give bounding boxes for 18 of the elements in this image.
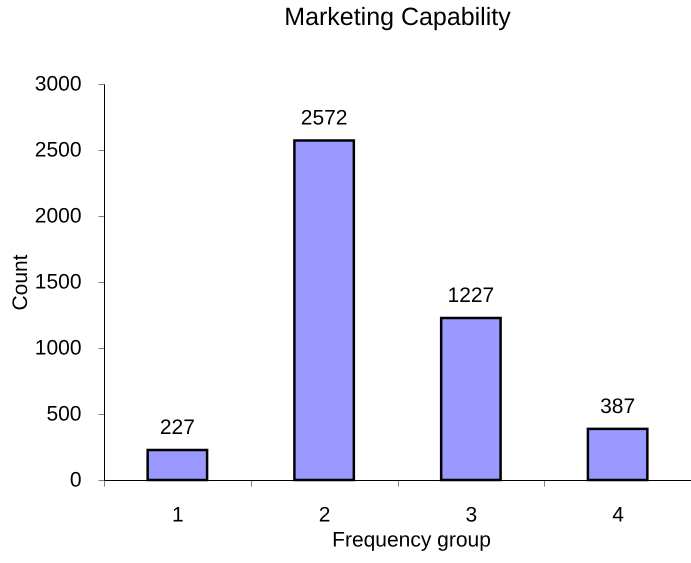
y-tick-label: 500: [46, 402, 82, 426]
x-axis-title: Frequency group: [332, 528, 491, 552]
y-tick-label: 0: [70, 468, 82, 492]
x-tick-label: 3: [466, 504, 478, 526]
y-tick-label: 1000: [34, 336, 82, 360]
x-tick-label: 2: [318, 504, 330, 526]
data-label: 227: [160, 416, 195, 440]
data-label: 387: [600, 394, 636, 418]
chart-title: Marketing Capability: [284, 3, 512, 31]
y-tick-label: 1500: [34, 270, 82, 294]
y-tick-label: 2000: [34, 204, 82, 228]
y-tick-label: 2500: [34, 138, 82, 162]
data-label: 2572: [300, 106, 348, 130]
y-tick-label: 3000: [34, 72, 82, 96]
x-tick-label: 1: [172, 504, 184, 526]
y-axis-title: Count: [8, 254, 32, 311]
x-tick-label: 4: [612, 504, 624, 526]
data-label: 1227: [448, 284, 494, 308]
